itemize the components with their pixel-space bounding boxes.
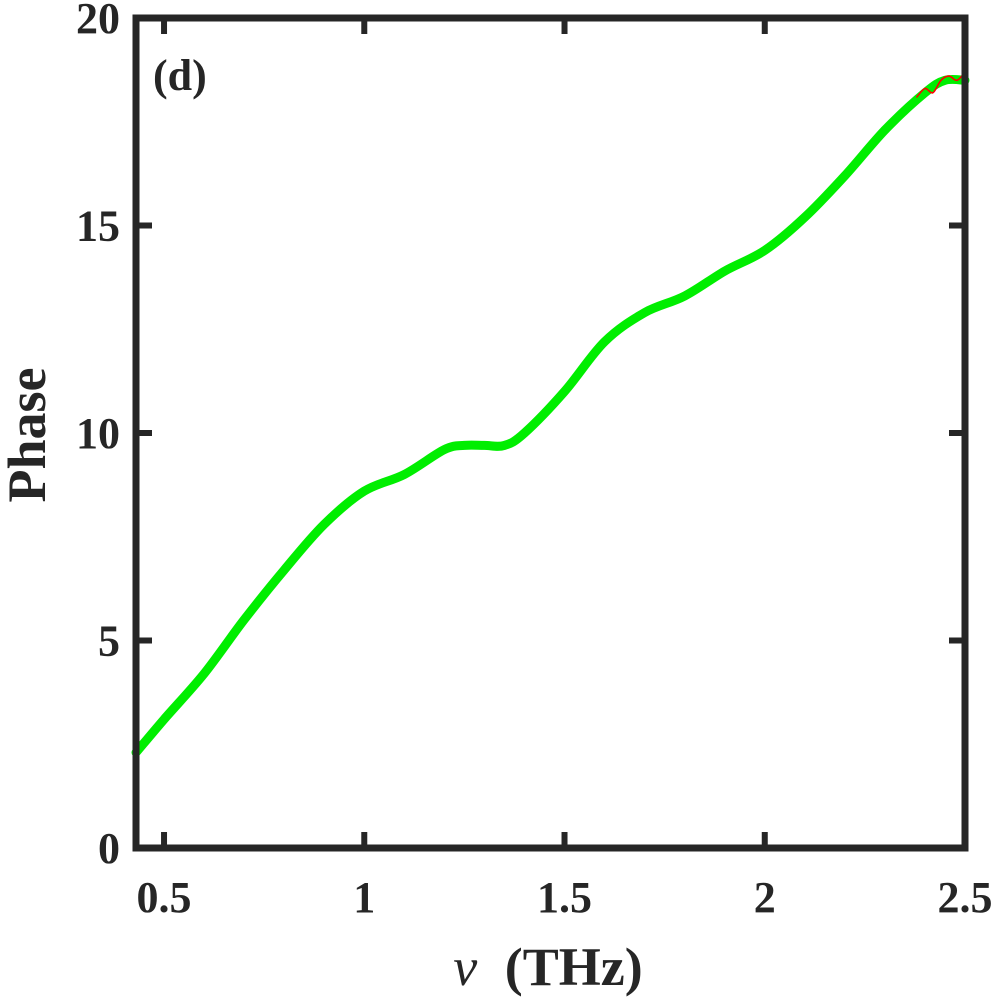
plot-frame (132, 14, 969, 852)
series-line-2 (916, 71, 966, 98)
y-axis-label: Phase (0, 368, 57, 503)
x-tick-label: 0.5 (137, 873, 192, 922)
y-tick-label: 0 (98, 824, 120, 873)
x-tick-label: 1 (353, 873, 375, 922)
y-tick-label: 20 (76, 0, 120, 43)
series-layer (131, 71, 970, 757)
y-tick-label: 15 (76, 202, 120, 251)
x-axis-symbol: ν (453, 937, 477, 997)
x-axis-unit: (THz) (505, 937, 643, 997)
x-tick-label: 2 (754, 873, 776, 922)
x-tick-label: 2.5 (938, 873, 993, 922)
panel-label: (d) (153, 51, 207, 100)
x-axis-label: ν (THz) (453, 937, 642, 997)
x-tick-label: 1.5 (537, 873, 592, 922)
y-tick-label: 10 (76, 409, 120, 458)
series-line-1 (131, 74, 970, 757)
y-tick-label: 5 (98, 617, 120, 666)
